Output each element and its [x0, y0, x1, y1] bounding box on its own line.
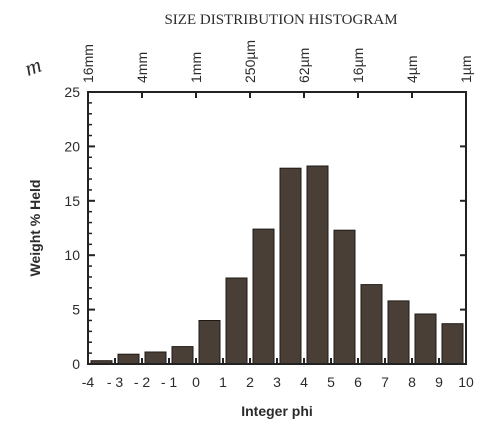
- x-tick-label: 1: [219, 374, 227, 390]
- x-tick-label: 7: [381, 374, 389, 390]
- top-tick-label: 250µm: [242, 40, 258, 83]
- top-tick-label: 16µm: [350, 48, 366, 83]
- x-tick-label: 0: [192, 374, 200, 390]
- x-tick-label: 5: [327, 374, 335, 390]
- x-tick-label: - 1: [161, 374, 178, 390]
- x-tick-label: -4: [82, 374, 95, 390]
- y-tick-label: 20: [64, 138, 80, 154]
- bar-phi-8: [414, 313, 437, 365]
- bar-phi-1: [225, 277, 248, 365]
- bar-phi-7: [387, 300, 410, 365]
- bar-phi-0: [198, 320, 221, 365]
- bar-phi--3: [117, 353, 140, 365]
- x-tick-label: 9: [435, 374, 443, 390]
- y-tick-label: 10: [64, 247, 80, 263]
- chart-title: SIZE DISTRIBUTION HISTOGRAM: [164, 12, 397, 28]
- top-tick-label: 4µm: [404, 55, 420, 83]
- top-tick-label: 16mm: [80, 44, 96, 83]
- top-tick-label: 62µm: [296, 48, 312, 83]
- x-tick-label: 6: [354, 374, 362, 390]
- x-axis-ticks: -4 - 3 - 2 - 1 0 1 2 3 4 5 6 7 8 9 10: [82, 358, 474, 390]
- x-axis-label: Integer phi: [241, 403, 313, 419]
- bar-phi-9: [441, 323, 464, 365]
- y-tick-label: 15: [64, 193, 80, 209]
- bar-phi--1: [171, 346, 194, 365]
- y-axis-ticks: 0 5 10 15 20 25: [64, 84, 466, 372]
- bar-phi-6: [360, 284, 383, 365]
- y-tick-label: 25: [64, 84, 80, 100]
- bar-phi-3: [279, 167, 302, 365]
- x-tick-label: 3: [273, 374, 281, 390]
- handwritten-mark: m: [21, 52, 44, 81]
- x-tick-label: - 2: [134, 374, 151, 390]
- y-axis-label: Weight % Held: [27, 180, 43, 277]
- top-tick-label: 4mm: [134, 52, 150, 83]
- bar-phi-5: [333, 229, 356, 365]
- bar-phi--2: [144, 351, 167, 365]
- top-tick-label: 1mm: [188, 52, 204, 83]
- bars: [90, 165, 464, 365]
- x-tick-label: - 3: [107, 374, 124, 390]
- top-tick-label: 1µm: [458, 55, 474, 83]
- x-tick-label: 2: [246, 374, 254, 390]
- x-tick-label: 4: [300, 374, 308, 390]
- y-tick-label: 0: [72, 356, 80, 372]
- bar-phi-4: [306, 165, 329, 365]
- x-tick-label: 10: [458, 374, 474, 390]
- y-tick-label: 5: [72, 302, 80, 318]
- x-tick-label: 8: [408, 374, 416, 390]
- top-axis-labels: 16mm 4mm 1mm 250µm 62µm 16µm 4µm 1µm: [80, 40, 474, 98]
- bar-phi-2: [252, 228, 275, 365]
